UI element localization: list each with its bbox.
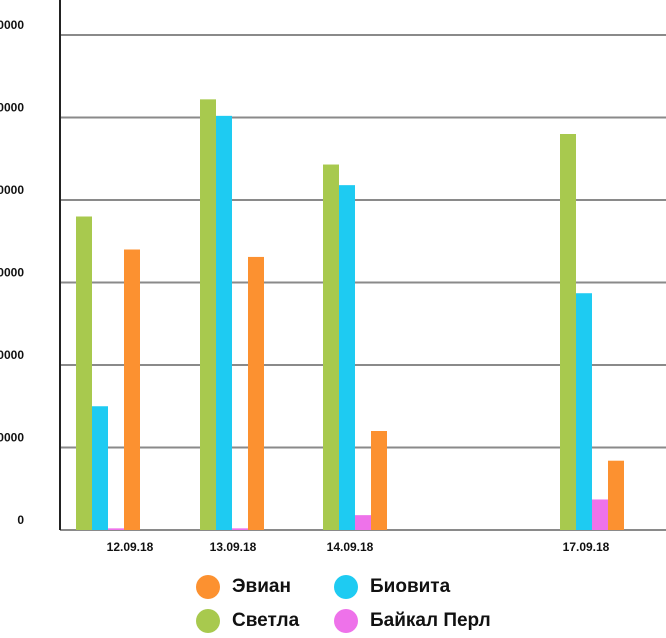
bar-0-1: [92, 406, 108, 530]
legend-label-evian: Эвиан: [232, 576, 291, 597]
bar-1-2: [232, 528, 248, 530]
bar-0-0: [76, 216, 92, 530]
x-category-label: 12.09.18: [107, 540, 154, 554]
bars: [76, 99, 624, 530]
legend-label-svetla: Светла: [232, 610, 300, 631]
y-tick-label: 40000: [0, 183, 24, 197]
legend-swatch-biovita: [334, 575, 358, 599]
legend-item-baikal-perl: Байкал Перл: [334, 606, 491, 636]
x-category-labels: 12.09.18 13.09.18 14.09.18 17.09.18: [107, 540, 610, 554]
bar-2-3: [371, 431, 387, 530]
bar-3-0: [560, 134, 576, 530]
y-tick-labels: 0 10000 20000 30000 40000 50000 60000: [0, 18, 24, 527]
legend-item-evian: Эвиан: [196, 572, 291, 602]
legend: Эвиан Биовита Светла Байкал Перл: [196, 570, 526, 636]
bar-chart: 0 10000 20000 30000 40000 50000 60000 12.09.18…: [0, 0, 666, 554]
legend-swatch-baikal-perl: [334, 609, 358, 633]
legend-label-biovita: Биовита: [370, 576, 451, 597]
legend-swatch-svetla: [196, 609, 220, 633]
bar-2-2: [355, 515, 371, 530]
y-tick-label: 20000: [0, 348, 24, 362]
bar-0-3: [124, 249, 140, 530]
bar-3-3: [608, 460, 624, 530]
bar-0-2: [108, 528, 124, 530]
bar-3-2: [592, 499, 608, 530]
bar-1-3: [248, 256, 264, 530]
y-tick-label: 60000: [0, 18, 24, 32]
y-tick-label: 50000: [0, 101, 24, 115]
x-category-label: 17.09.18: [563, 540, 610, 554]
y-tick-label: 10000: [0, 431, 24, 445]
bar-2-1: [339, 185, 355, 530]
grid-lines: [60, 34, 666, 531]
legend-swatch-evian: [196, 575, 220, 599]
y-tick-label: 0: [17, 513, 24, 527]
legend-item-biovita: Биовита: [334, 572, 450, 602]
y-tick-label: 30000: [0, 266, 24, 280]
bar-1-0: [200, 99, 216, 530]
legend-label-baikal-perl: Байкал Перл: [370, 610, 491, 631]
bar-1-1: [216, 115, 232, 530]
bar-2-0: [323, 164, 339, 530]
bar-3-1: [576, 293, 592, 530]
x-category-label: 13.09.18: [210, 540, 257, 554]
x-category-label: 14.09.18: [327, 540, 374, 554]
legend-item-svetla: Светла: [196, 606, 299, 636]
